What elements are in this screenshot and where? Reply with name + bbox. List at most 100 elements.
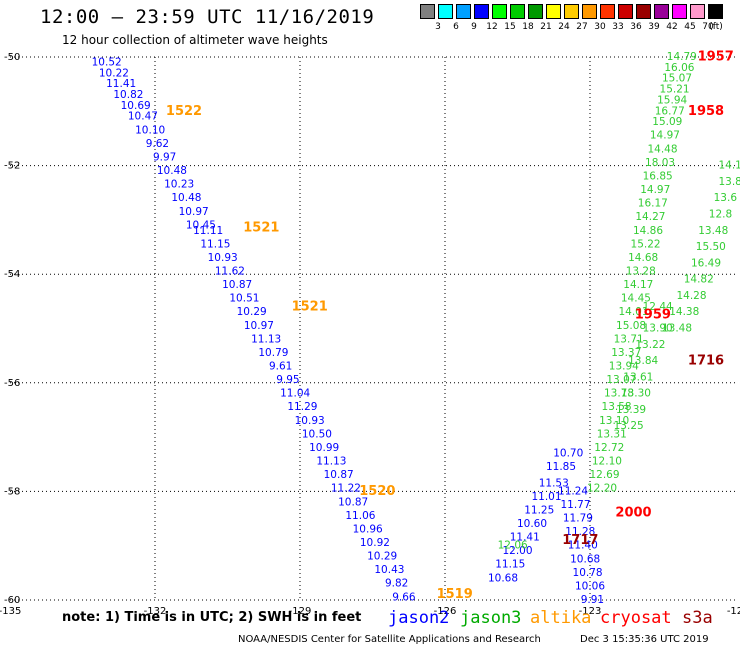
scale-label: 6 bbox=[453, 22, 459, 32]
footer-note: note: 1) Time is in UTC; 2) SWH is in fe… bbox=[62, 610, 362, 625]
data-point-jason2: 11.25 bbox=[524, 504, 554, 516]
scale-swatch bbox=[600, 4, 615, 19]
data-point-jason3: 16.06 bbox=[664, 62, 694, 74]
scale-label: 70 bbox=[702, 22, 714, 32]
data-point-jason2: 11.41 bbox=[510, 532, 540, 544]
scale-swatch bbox=[708, 4, 723, 19]
data-point-jason2: 9.62 bbox=[146, 138, 169, 150]
data-point-jason2: 11.62 bbox=[215, 265, 245, 277]
data-point-jason2: 9.82 bbox=[385, 578, 408, 590]
data-point-jason3: 12.10 bbox=[592, 456, 622, 468]
data-point-jason3: 13.31 bbox=[597, 428, 627, 440]
data-point-jason3: 12.20 bbox=[587, 483, 617, 495]
data-point-jason3: 13.8 bbox=[718, 176, 740, 188]
data-point-jason2: 11.79 bbox=[563, 513, 593, 525]
scale-swatch bbox=[672, 4, 687, 19]
data-point-jason2: 11.41 bbox=[106, 78, 136, 90]
data-point-jason2: 10.48 bbox=[171, 192, 201, 204]
data-point-jason2: 10.52 bbox=[92, 56, 122, 68]
data-point-jason2: 11.28 bbox=[565, 526, 595, 538]
data-point-altika: 1521 bbox=[243, 221, 279, 236]
data-point-jason2: 10.68 bbox=[570, 553, 600, 565]
data-point-jason2: 11.40 bbox=[568, 540, 598, 552]
data-point-jason3: 12.44 bbox=[643, 301, 673, 313]
data-point-jason3: 12.69 bbox=[589, 469, 619, 481]
data-point-jason2: 10.99 bbox=[309, 442, 339, 454]
data-point-jason2: 10.22 bbox=[99, 67, 129, 79]
data-point-jason2: 11.24 bbox=[558, 485, 588, 497]
data-point-jason3: 14.28 bbox=[676, 290, 706, 302]
data-point-jason3: 14.79 bbox=[667, 51, 697, 63]
data-point-jason3: 13.6 bbox=[714, 192, 738, 204]
data-point-jason3: 14.97 bbox=[640, 184, 670, 196]
data-point-jason3: 15.21 bbox=[660, 84, 690, 96]
data-point-jason2: 10.79 bbox=[258, 347, 288, 359]
data-point-cryosat: 1957 bbox=[698, 50, 734, 65]
y-tick-label: -56 bbox=[4, 378, 20, 389]
data-point-jason3: 13.25 bbox=[614, 420, 644, 432]
data-point-jason2: 11.13 bbox=[251, 333, 281, 345]
data-point-cryosat: 1958 bbox=[688, 104, 724, 119]
data-point-jason2: 10.87 bbox=[338, 496, 368, 508]
data-point-jason3: 14.27 bbox=[635, 211, 665, 223]
scale-label: 21 bbox=[540, 22, 552, 32]
data-point-jason3: 13.10 bbox=[599, 415, 629, 427]
data-point-jason2: 10.29 bbox=[237, 306, 267, 318]
scale-swatch bbox=[456, 4, 471, 19]
scale-swatch bbox=[564, 4, 579, 19]
scale-swatch bbox=[582, 4, 597, 19]
data-point-jason2: 11.53 bbox=[539, 477, 569, 489]
data-point-jason2: 9.61 bbox=[269, 361, 292, 373]
data-point-jason3: 13.78 bbox=[604, 388, 634, 400]
data-point-jason3: 14.97 bbox=[650, 130, 680, 142]
data-point-jason3: 13.94 bbox=[609, 361, 639, 373]
scale-label: 15 bbox=[504, 22, 516, 32]
data-point-jason2: 9.66 bbox=[392, 591, 416, 603]
data-point-jason3: 13.90 bbox=[643, 323, 673, 335]
data-point-jason2: 10.87 bbox=[222, 279, 252, 291]
data-point-jason3: 13.58 bbox=[602, 401, 632, 413]
y-tick-label: -60 bbox=[4, 595, 20, 606]
data-point-jason3: 13.61 bbox=[623, 371, 653, 383]
legend-jason3: jason3 bbox=[460, 608, 522, 628]
data-point-jason2: 11.01 bbox=[531, 491, 561, 503]
data-point-altika: 1521 bbox=[292, 299, 328, 314]
data-point-jason2: 9.97 bbox=[153, 151, 176, 163]
scale-label: 33 bbox=[612, 22, 624, 32]
data-point-altika: 1519 bbox=[437, 587, 473, 602]
data-point-jason2: 10.87 bbox=[324, 469, 354, 481]
data-point-jason3: 13.37 bbox=[611, 347, 641, 359]
scale-swatch bbox=[618, 4, 633, 19]
data-point-jason3: 16.49 bbox=[691, 257, 721, 269]
data-point-jason2: 9.95 bbox=[276, 374, 299, 386]
data-point-jason3: 16.85 bbox=[643, 170, 673, 182]
data-point-s3a: 1717 bbox=[562, 533, 598, 548]
data-point-s3a: 1716 bbox=[688, 354, 724, 369]
legend-s3a: s3a bbox=[682, 608, 713, 628]
scale-label: 27 bbox=[576, 22, 588, 32]
scale-label: 36 bbox=[630, 22, 642, 32]
data-point-jason3: 15.08 bbox=[616, 320, 646, 332]
data-point-jason2: 10.06 bbox=[575, 580, 605, 592]
data-point-jason2: 10.78 bbox=[573, 567, 603, 579]
data-point-cryosat: 1959 bbox=[635, 307, 671, 322]
data-point-jason3: 13.71 bbox=[614, 333, 644, 345]
legend-altika: altika bbox=[530, 608, 592, 628]
data-point-jason3: 13.07 bbox=[606, 374, 636, 386]
credit-text: NOAA/NESDIS Center for Satellite Applica… bbox=[238, 634, 541, 645]
data-point-jason2: 11.06 bbox=[345, 510, 375, 522]
data-point-jason3: 13.28 bbox=[626, 265, 656, 277]
scale-label: 30 bbox=[594, 22, 606, 32]
data-point-jason3: 12.06 bbox=[498, 540, 528, 552]
data-point-jason2: 12.00 bbox=[502, 545, 532, 557]
x-tick-label: -123 bbox=[579, 606, 602, 617]
data-point-jason2: 11.29 bbox=[287, 401, 317, 413]
data-point-jason3: 14.48 bbox=[647, 143, 677, 155]
scale-label: 12 bbox=[486, 22, 498, 32]
data-point-jason2: 11.04 bbox=[280, 388, 310, 400]
data-point-jason2: 10.23 bbox=[164, 179, 194, 191]
data-point-jason2: 10.48 bbox=[157, 165, 187, 177]
data-point-jason3: 14.86 bbox=[633, 225, 663, 237]
scale-swatch bbox=[636, 4, 651, 19]
